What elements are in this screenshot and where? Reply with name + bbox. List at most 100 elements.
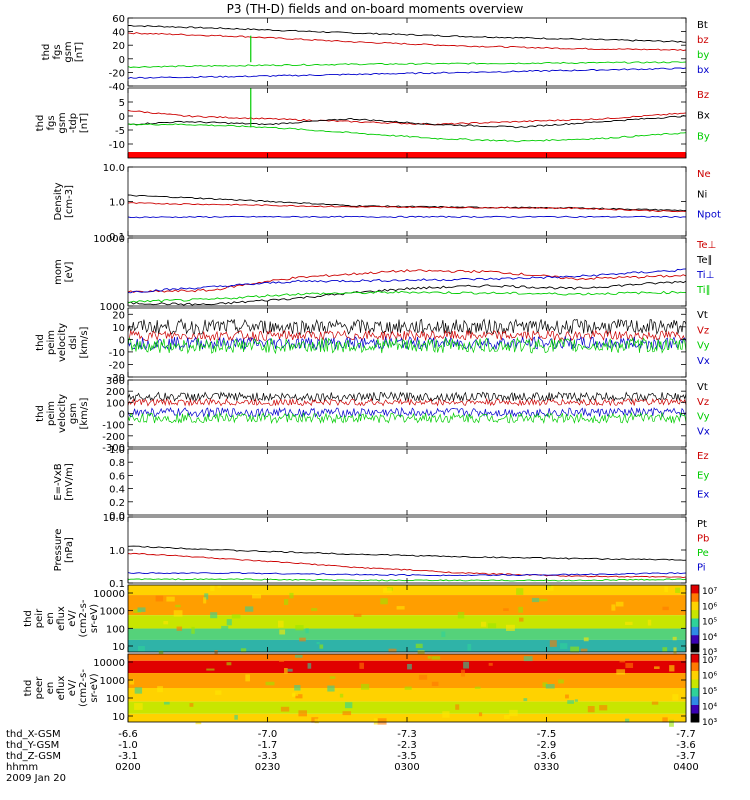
- series-Ni: [127, 194, 687, 212]
- y-axis-label: mom: [53, 259, 64, 285]
- y-tick-label: 10000: [93, 234, 125, 245]
- colorbar-segment: [691, 671, 699, 680]
- xaxis-row-label: thd_X-GSM: [6, 729, 61, 740]
- colorbar-label: 10⁷: [702, 656, 717, 666]
- heatmap-speckle: [418, 674, 428, 680]
- heatmap-speckle: [226, 662, 232, 666]
- xaxis-value: -1.7: [258, 740, 278, 751]
- series-Pb: [127, 552, 687, 579]
- y-tick-label: 0.6: [109, 471, 125, 482]
- y-tick-label: 0.1: [109, 579, 125, 590]
- heatmap-speckle: [480, 621, 487, 627]
- heatmap-speckle: [431, 656, 441, 660]
- panel-3: [127, 166, 687, 237]
- xaxis-value: -2.3: [397, 740, 417, 751]
- y-tick-label: 0: [119, 410, 125, 421]
- y-tick-label: 1.0: [109, 546, 125, 557]
- heatmap-speckle: [664, 586, 669, 593]
- heatmap-speckle: [662, 717, 668, 723]
- heatmap-speckle: [244, 606, 254, 612]
- heatmap-speckle: [245, 674, 250, 682]
- legend-Npot: Npot: [697, 210, 721, 221]
- panel-1: [127, 17, 687, 87]
- y-tick-label: 10: [112, 712, 125, 723]
- heatmap-speckle: [353, 613, 362, 617]
- colorbar-segment: [691, 610, 699, 619]
- heatmap-speckle: [210, 585, 215, 591]
- heatmap-speckle: [252, 594, 262, 599]
- series-Vt: [127, 391, 687, 403]
- colorbar-segment: [691, 593, 699, 603]
- xaxis-value: 0330: [534, 762, 559, 773]
- legend-Pe: Pe: [697, 548, 709, 559]
- heatmap-speckle: [295, 625, 304, 631]
- y-axis-label: en: [45, 682, 56, 695]
- heatmap-speckle: [191, 626, 195, 634]
- heatmap-speckle: [669, 719, 674, 727]
- colorbar-frame: [690, 653, 700, 723]
- heatmap-speckle: [173, 610, 183, 617]
- series-by: [127, 61, 687, 68]
- legend-Ex: Ex: [697, 490, 709, 501]
- heatmap-speckle: [298, 710, 307, 717]
- heatmap-speckle: [516, 588, 524, 595]
- legend-By: By: [697, 131, 710, 142]
- y-axis-label: thd: [23, 680, 34, 697]
- heatmap-speckle: [155, 595, 164, 602]
- y-tick-label: 20: [112, 41, 125, 52]
- heatmap-band: [128, 585, 686, 596]
- y-axis-label: fgs: [46, 115, 57, 130]
- heatmap-speckle: [441, 631, 446, 638]
- heatmap-speckle: [388, 648, 397, 653]
- legend-Vx: Vx: [697, 426, 710, 437]
- colorbar-label: 10⁵: [702, 618, 717, 628]
- y-axis-label: thd: [35, 115, 46, 132]
- y-axis-label: eV/: [67, 679, 78, 696]
- y-tick-label: -40: [109, 82, 125, 93]
- heatmap-speckle: [133, 609, 142, 613]
- legend-Vt: Vt: [697, 310, 708, 321]
- series-Vx: [127, 335, 687, 351]
- y-axis-label: peim: [46, 330, 57, 355]
- heatmap-speckle: [166, 596, 175, 602]
- legend-Vt: Vt: [697, 382, 708, 393]
- legend-Vy: Vy: [697, 412, 710, 423]
- legend-Ne: Ne: [697, 169, 711, 180]
- y-axis-label: sr-eV): [89, 673, 100, 702]
- colorbar-label: 10⁶: [702, 602, 717, 612]
- y-tick-label: 100: [106, 694, 125, 705]
- y-axis-label: fgs: [52, 44, 63, 59]
- panel-10: [127, 653, 700, 727]
- xaxis-row-label: thd_Y-GSM: [6, 740, 59, 751]
- figure-title: P3 (TH-D) fields and on-board moments ov…: [227, 2, 524, 16]
- series-Te∥: [127, 280, 687, 306]
- xaxis-value: -7.7: [676, 729, 696, 740]
- series-Vx: [127, 406, 687, 418]
- legend-Bt: Bt: [697, 20, 708, 31]
- heatmap-speckle: [305, 628, 309, 634]
- heatmap-speckle: [669, 665, 675, 672]
- y-tick-label: 100: [106, 624, 125, 635]
- heatmap-speckle: [654, 666, 660, 669]
- y-axis-label: thd: [23, 610, 34, 627]
- xaxis-date: 2009 Jan 20: [6, 773, 66, 784]
- heatmap-speckle: [625, 718, 630, 723]
- heatmap-speckle: [583, 637, 589, 642]
- colorbar-segment: [691, 705, 699, 714]
- heatmap-band: [128, 660, 686, 674]
- series-Ti⊥: [127, 268, 687, 294]
- heatmap-speckle: [460, 669, 465, 677]
- panel-frame: [127, 166, 687, 237]
- y-axis-label: velocity: [57, 394, 68, 433]
- colorbar-label: 10³: [702, 648, 717, 658]
- heatmap-speckle: [204, 593, 209, 600]
- colorbar-segment: [691, 585, 699, 594]
- heatmap-speckle: [129, 679, 135, 685]
- heatmap-speckle: [278, 659, 285, 662]
- xaxis-value: -7.5: [537, 729, 557, 740]
- colorbar-frame: [690, 584, 700, 653]
- series-By: [127, 123, 687, 143]
- heatmap-speckle: [311, 608, 318, 612]
- xaxis-value: 0230: [255, 762, 280, 773]
